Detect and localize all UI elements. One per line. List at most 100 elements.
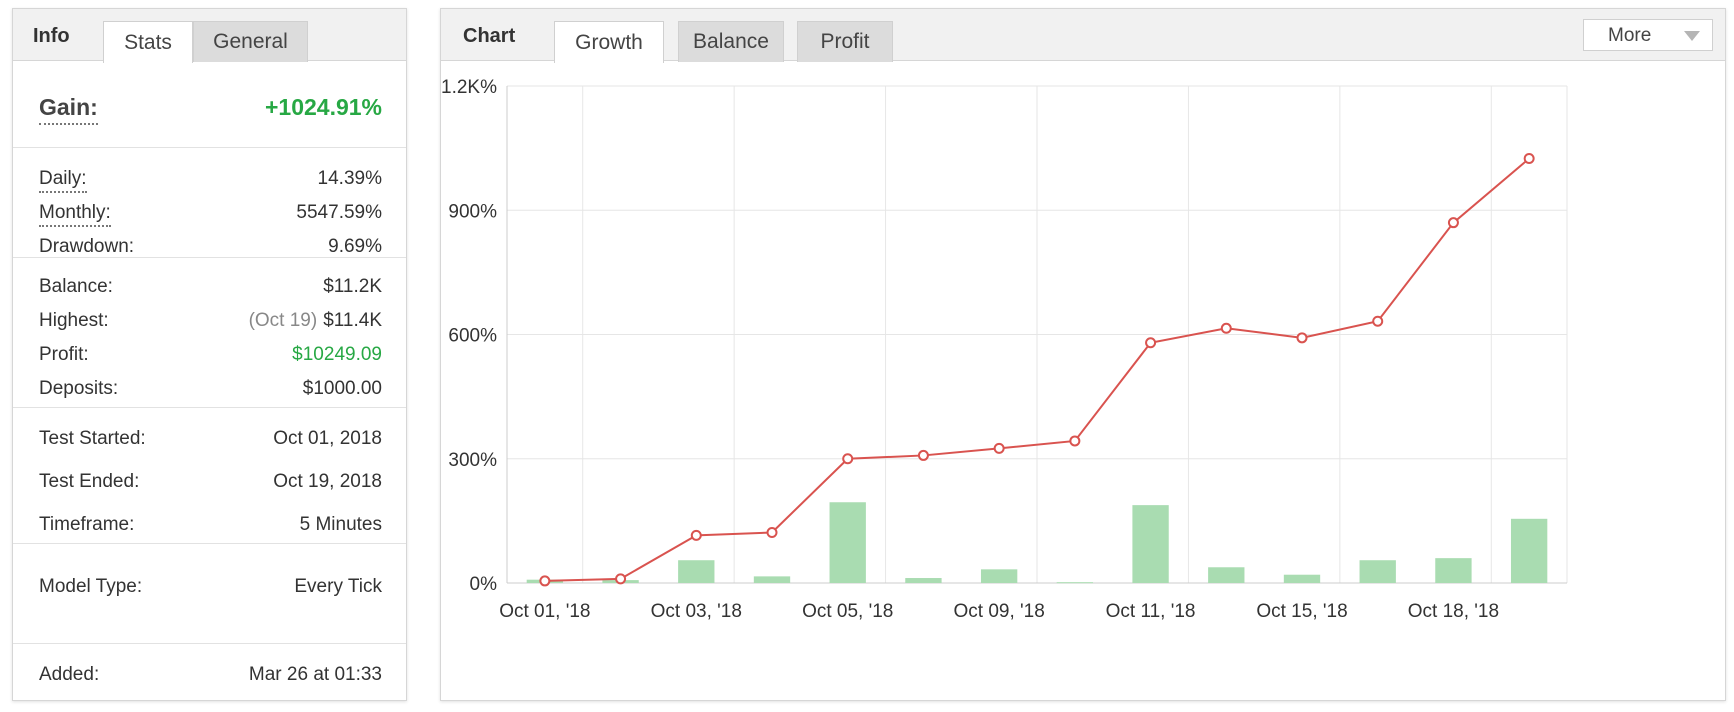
stat-row-daily: Daily: 14.39% <box>39 168 382 194</box>
bar <box>1435 558 1472 583</box>
deposits-value: $1000.00 <box>302 378 382 399</box>
bar <box>1056 582 1094 584</box>
gain-label[interactable]: Gain: <box>39 94 98 125</box>
x-tick-label: Oct 03, '18 <box>651 601 742 622</box>
growth-point <box>1220 322 1232 334</box>
bar <box>1208 567 1245 583</box>
more-label: More <box>1608 25 1652 46</box>
growth-chart: 0% 300% 600% 900% 1.2K% Oct 01, '18 Oct 03, '1… <box>441 77 1568 622</box>
test-ended-label: Test Ended: <box>39 471 140 492</box>
added-value: Mar 26 at 01:33 <box>248 664 382 685</box>
model-type-label: Model Type: <box>39 576 143 597</box>
x-tick-label: Oct 05, '18 <box>802 601 893 622</box>
rates-section: Daily: 14.39% Monthly: 5547.59% Drawdown… <box>13 148 406 258</box>
info-panel: Info Stats General Gain: +1024.91% Daily… <box>12 8 407 701</box>
bar <box>678 560 715 583</box>
bar <box>905 578 942 583</box>
bar <box>1283 574 1321 583</box>
bar <box>1510 518 1548 583</box>
x-tick-label: Oct 15, '18 <box>1256 601 1347 622</box>
stat-row-model-type: Model Type: Every Tick <box>39 576 382 602</box>
highest-label: Highest: <box>39 310 109 331</box>
stat-row-profit: Profit: $10249.09 <box>39 344 382 370</box>
tab-info[interactable]: Info <box>33 25 70 47</box>
test-ended-value: Oct 19, 2018 <box>273 471 382 492</box>
bar <box>753 576 791 583</box>
growth-point <box>1447 217 1459 229</box>
added-label: Added: <box>39 664 100 685</box>
growth-point <box>615 573 627 585</box>
stat-row-timeframe: Timeframe: 5 Minutes <box>39 514 382 540</box>
y-tick-label: 300% <box>448 450 497 471</box>
growth-point <box>1372 315 1384 327</box>
balance-value: $11.2K <box>323 276 382 297</box>
tab-general[interactable]: General <box>193 21 308 62</box>
timeframe-label: Timeframe: <box>39 514 135 535</box>
y-tick-label: 600% <box>448 326 497 347</box>
stat-row-monthly: Monthly: 5547.59% <box>39 202 382 228</box>
growth-point <box>690 529 702 541</box>
info-tabbar: Info Stats General <box>13 9 406 63</box>
profit-label: Profit: <box>39 344 89 365</box>
growth-point <box>1145 337 1157 349</box>
highest-value: $11.4K <box>323 310 382 331</box>
growth-point <box>1069 435 1081 447</box>
test-started-value: Oct 01, 2018 <box>273 428 382 449</box>
test-started-label: Test Started: <box>39 428 146 449</box>
profit-value: $10249.09 <box>292 344 382 365</box>
x-tick-label: Oct 01, '18 <box>499 601 590 622</box>
stat-row-test-ended: Test Ended: Oct 19, 2018 <box>39 471 382 497</box>
bar <box>829 502 866 583</box>
growth-point <box>1296 332 1308 344</box>
balance-section: Balance: $11.2K Highest: (Oct 19) $11.4K … <box>13 258 406 408</box>
x-tick-label: Oct 18, '18 <box>1408 601 1499 622</box>
gain-value: +1024.91% <box>264 94 382 120</box>
growth-point <box>539 575 551 587</box>
balance-label: Balance: <box>39 276 113 297</box>
stat-row-deposits: Deposits: $1000.00 <box>39 378 382 404</box>
chart-tabbar: Chart Growth Balance Profit More <box>441 9 1725 63</box>
x-tick-label: Oct 11, '18 <box>1106 601 1196 622</box>
monthly-value: 5547.59% <box>296 202 382 223</box>
chart-title: Chart <box>463 25 516 47</box>
monthly-label[interactable]: Monthly: <box>39 202 111 227</box>
highest-date: (Oct 19) <box>248 310 318 331</box>
bar <box>1132 505 1169 583</box>
added-section: Added: Mar 26 at 01:33 <box>13 644 406 701</box>
y-tick-label: 1.2K% <box>441 77 497 98</box>
tab-balance[interactable]: Balance <box>678 21 784 62</box>
stat-row-added: Added: Mar 26 at 01:33 <box>39 664 382 690</box>
deposits-label: Deposits: <box>39 378 119 399</box>
tab-stats[interactable]: Stats <box>103 21 193 63</box>
stat-row-drawdown: Drawdown: 9.69% <box>39 236 382 262</box>
stat-row-test-started: Test Started: Oct 01, 2018 <box>39 428 382 454</box>
drawdown-label: Drawdown: <box>39 236 135 257</box>
bar <box>980 569 1018 583</box>
tab-profit[interactable]: Profit <box>797 21 893 62</box>
more-button[interactable]: More <box>1583 19 1713 51</box>
x-tick-label: Oct 09, '18 <box>953 601 1044 622</box>
tab-growth[interactable]: Growth <box>554 21 664 63</box>
test-section: Test Started: Oct 01, 2018 Test Ended: O… <box>13 408 406 544</box>
y-tick-label: 0% <box>470 574 498 595</box>
drawdown-value: 9.69% <box>328 236 382 257</box>
stat-row-balance: Balance: $11.2K <box>39 276 382 302</box>
stat-row-highest: Highest: (Oct 19) $11.4K <box>39 310 382 336</box>
growth-point <box>766 526 778 538</box>
highest-value-group: (Oct 19) $11.4K <box>249 310 382 332</box>
timeframe-value: 5 Minutes <box>299 514 382 535</box>
chart-panel: Chart Growth Balance Profit More 0% 300% 6… <box>440 8 1726 701</box>
y-tick-label: 900% <box>448 201 497 222</box>
growth-point <box>917 449 929 461</box>
growth-point <box>842 453 854 465</box>
growth-point <box>993 442 1005 454</box>
caret-down-icon <box>1684 31 1700 41</box>
gain-row: Gain: +1024.91% <box>13 61 406 148</box>
daily-value: 14.39% <box>317 168 382 189</box>
bar <box>1359 560 1396 583</box>
model-section: Model Type: Every Tick <box>13 544 406 644</box>
growth-point <box>1523 153 1535 165</box>
growth-line <box>544 157 1530 582</box>
model-type-value: Every Tick <box>294 576 382 597</box>
daily-label[interactable]: Daily: <box>39 168 87 193</box>
